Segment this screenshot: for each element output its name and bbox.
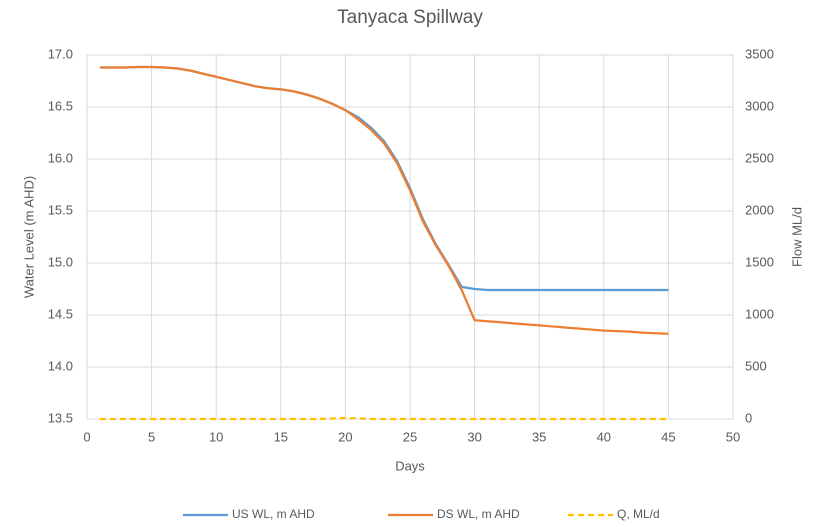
x-tick-label: 20 [338,429,352,444]
x-tick-label: 45 [661,429,675,444]
y-tick-label: 16.5 [48,98,73,113]
y-tick-label: 15.0 [48,254,73,269]
x-tick-label: 35 [532,429,546,444]
y2-tick-label: 0 [745,410,752,425]
legend-label: DS WL, m AHD [437,507,520,521]
x-tick-label: 25 [403,429,417,444]
y-tick-label: 14.5 [48,306,73,321]
y-tick-label: 15.5 [48,202,73,217]
y2-tick-label: 2000 [745,202,774,217]
x-axis-label: Days [395,458,425,473]
data-line [99,65,669,292]
y-axis-label: Water Level (m AHD) [21,176,36,298]
data-line [99,416,669,421]
legend-label: Q, ML/d [617,507,660,521]
y2-tick-label: 3000 [745,98,774,113]
x-tick-label: 0 [83,429,90,444]
chart-title: Tanyaca Spillway [337,7,483,28]
y2-tick-label: 2500 [745,150,774,165]
y-tick-label: 14.0 [48,358,73,373]
legend-label: US WL, m AHD [232,507,315,521]
y2-axis-label: Flow ML/d [789,207,804,267]
y2-tick-label: 500 [745,358,767,373]
x-tick-label: 50 [726,429,740,444]
x-tick-label: 10 [209,429,223,444]
y-tick-label: 16.0 [48,150,73,165]
data-line [99,65,669,335]
x-tick-label: 40 [597,429,611,444]
x-tick-label: 15 [274,429,288,444]
x-tick-label: 5 [148,429,155,444]
y2-tick-label: 1500 [745,254,774,269]
y2-tick-label: 1000 [745,306,774,321]
y-tick-label: 17.0 [48,46,73,61]
x-tick-label: 30 [467,429,481,444]
y-tick-label: 13.5 [48,410,73,425]
y2-tick-label: 3500 [745,46,774,61]
